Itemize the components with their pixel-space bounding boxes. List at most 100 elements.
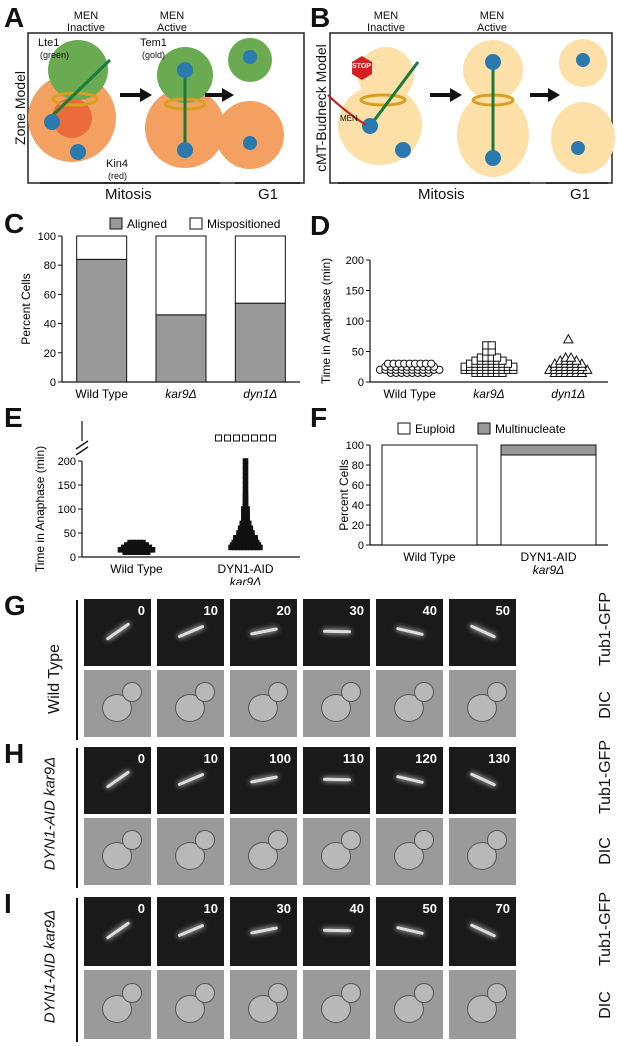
y-tick-label: 0 [358, 377, 364, 389]
panel-i-row2-label: DIC [597, 991, 614, 1019]
tub1-gfp-frame: 0 [84, 897, 151, 966]
timepoint-label: 40 [349, 901, 364, 916]
data-point [233, 434, 240, 442]
tub1-gfp-frame: 110 [303, 747, 370, 814]
panel-d-label: D [310, 210, 331, 241]
dic-frame [84, 970, 151, 1039]
panel-g-row2-label: DIC [597, 691, 614, 719]
x-tick-label: Wild Type [110, 562, 163, 576]
bar-aligned [76, 258, 128, 383]
chart-d: 0 50 100 150 200 Time in Anaphase (min) Wild T… [319, 255, 608, 401]
x-tick-label: kar9Δ [165, 387, 196, 401]
y-tick-label: 100 [346, 440, 364, 452]
tub1-gfp-frame: 40 [376, 599, 443, 666]
panel-e-label: E [4, 402, 23, 433]
tub1-gfp-frame: 30 [230, 897, 297, 966]
spindle-signal [249, 925, 278, 935]
panel-i-row1-label: Tub1-GFP [597, 891, 614, 967]
panel-h-row1-label: Tub1-GFP [597, 739, 614, 815]
dic-frame [449, 818, 516, 885]
spindle-signal [105, 621, 130, 641]
panel-a-state2: MEN Active [157, 10, 187, 34]
y-tick-label: 20 [352, 520, 364, 532]
x-tick-label: Wild Type [403, 550, 456, 564]
zone-model-title: Zone Model [12, 71, 28, 145]
data-point [127, 539, 133, 546]
spindle-pole-1a [44, 114, 60, 130]
legend-label: Aligned [127, 217, 167, 231]
stop-sign-label: STOP [352, 63, 371, 70]
bud-outline [121, 829, 142, 850]
y-tick-label: 100 [58, 504, 76, 516]
panel-h-label: H [4, 738, 25, 769]
data-point [242, 491, 249, 498]
x-tick-label: kar9Δ [473, 387, 504, 401]
axis-break [75, 446, 89, 456]
dic-frame [449, 670, 516, 737]
y-tick-label: 150 [346, 286, 364, 298]
data-point [260, 434, 267, 442]
y-tick-label: 60 [44, 289, 56, 301]
legend-swatch [109, 217, 123, 230]
bar-mispositioned [234, 235, 286, 304]
timepoint-label: 130 [488, 751, 510, 766]
chart-e: 0 50 100 150 200 Time in Anaphase (min) Wild T… [33, 421, 300, 585]
y-tick-label: 100 [346, 316, 364, 328]
x-tick-label: Wild Type [383, 387, 436, 401]
data-point [251, 434, 258, 442]
data-point [242, 467, 249, 474]
data-point [242, 458, 249, 464]
cell-outline [174, 693, 205, 722]
bud-outline [486, 982, 507, 1003]
panel-b-state1: MEN Inactive [367, 10, 405, 34]
budneck-model-title: cMT-Budneck Model [313, 44, 329, 172]
y-tick-label: 50 [64, 528, 76, 540]
zone-model-diagram [27, 32, 305, 184]
panel-b-mitosis: Mitosis [418, 186, 465, 203]
data-point [487, 341, 496, 350]
tem1-label: Tem1 [140, 37, 167, 49]
timepoint-label: 120 [415, 751, 437, 766]
timepoint-label: 30 [349, 603, 364, 618]
bar-mispositioned [155, 235, 207, 316]
legend-swatch [189, 217, 203, 230]
bud-outline [486, 681, 507, 702]
data-point [242, 434, 249, 442]
timepoint-label: 0 [137, 901, 145, 916]
tub1-gfp-frame: 130 [449, 747, 516, 814]
data-point [120, 544, 127, 551]
timepoint-label: 110 [343, 751, 364, 766]
dic-frame [376, 818, 443, 885]
tub1-gfp-frame: 20 [230, 599, 297, 666]
dic-frame [157, 818, 224, 885]
timepoint-label: 10 [203, 603, 218, 618]
men-label: MEN [340, 114, 358, 123]
kin4-label: Kin4 [106, 158, 129, 170]
dic-frame [303, 970, 370, 1039]
panel-a-g1: G1 [258, 186, 279, 203]
spindle-signal [469, 771, 496, 787]
bar-euploid [381, 444, 478, 546]
kin4-color-label: (red) [108, 171, 128, 181]
bar-aligned [155, 314, 207, 383]
tub1-gfp-frame: 70 [449, 897, 516, 966]
data-point [242, 487, 249, 493]
dic-frame [230, 670, 297, 737]
data-point [146, 544, 153, 551]
spindle-signal [395, 626, 424, 636]
spindle-signal [249, 774, 278, 784]
y-tick-label: 80 [44, 260, 56, 272]
y-axis-label: Percent Cells [337, 459, 351, 530]
panel-h-bracket [76, 748, 78, 888]
data-point [427, 359, 436, 368]
lte1-label: Lte1 [38, 37, 60, 49]
tub1-gfp-frame: 10 [157, 747, 224, 814]
data-point [493, 353, 502, 362]
dic-frame [230, 818, 297, 885]
tub1-gfp-frame: 120 [376, 747, 443, 814]
spindle-signal [177, 772, 204, 786]
y-tick-label: 0 [358, 540, 364, 552]
panel-b-g1: G1 [570, 186, 591, 203]
legend-label: Multinucleate [495, 422, 566, 436]
tub1-gfp-frame: 100 [230, 747, 297, 814]
